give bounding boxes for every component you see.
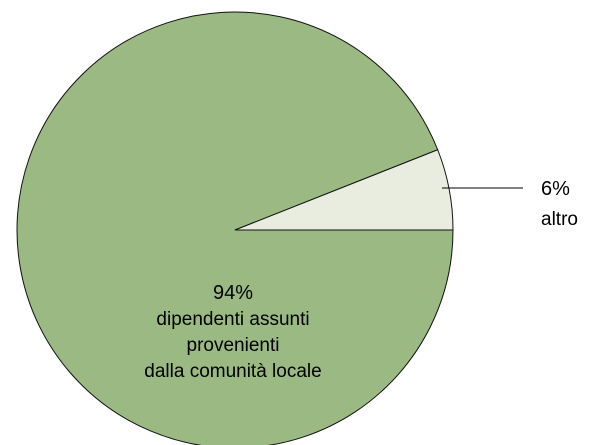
pie-slice-other <box>234 149 454 231</box>
slice-percent-label-main: 94% <box>213 282 253 304</box>
slice-percent-label-other: 6% <box>541 178 570 200</box>
slice-desc-other: altro <box>541 209 578 230</box>
slice-desc-line-1: dipendenti assunti <box>156 309 309 330</box>
slice-desc-line-3: dalla comunità locale <box>144 361 321 382</box>
slice-label-other: 6% altro <box>541 178 578 230</box>
slice-desc-line-2: provenienti <box>187 335 280 356</box>
slice-label-main: 94% dipendenti assunti provenienti dalla… <box>144 282 321 382</box>
pie-slices <box>16 11 454 445</box>
pie-slice-main <box>16 11 454 445</box>
